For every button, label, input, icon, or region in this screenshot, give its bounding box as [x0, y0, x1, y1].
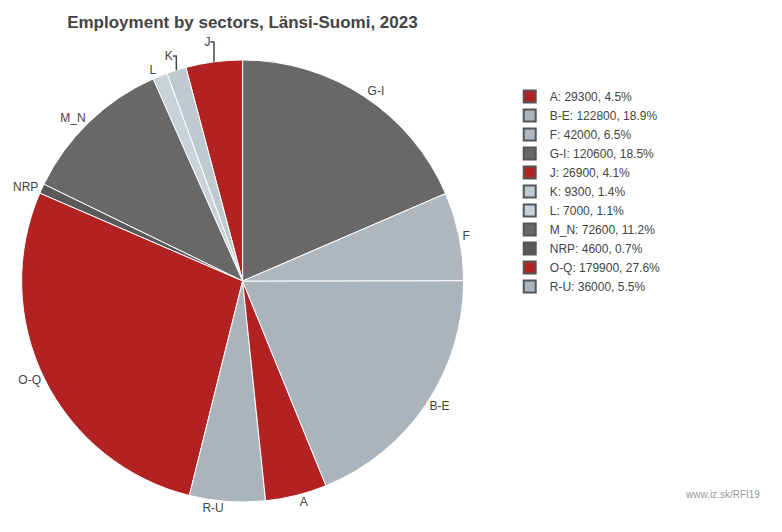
svg-text:R-U: R-U	[202, 501, 223, 515]
svg-text:B-E: 122800, 18.9%: B-E: 122800, 18.9%	[550, 109, 658, 123]
svg-text:M_N: M_N	[60, 111, 85, 125]
svg-text:G-I: G-I	[368, 84, 385, 98]
svg-text:Employment by sectors, Länsi-S: Employment by sectors, Länsi-Suomi, 2023	[67, 13, 418, 32]
svg-text:L: L	[149, 63, 156, 77]
svg-text:NRP: 4600, 0.7%: NRP: 4600, 0.7%	[550, 242, 643, 256]
svg-text:O-Q: 179900, 27.6%: O-Q: 179900, 27.6%	[550, 261, 660, 275]
svg-text:A: A	[300, 495, 308, 509]
svg-text:www.iz.sk/RFI19: www.iz.sk/RFI19	[685, 489, 760, 500]
svg-text:J: J	[204, 35, 210, 49]
svg-text:R-U: 36000, 5.5%: R-U: 36000, 5.5%	[550, 280, 646, 294]
svg-text:O-Q: O-Q	[18, 373, 41, 387]
svg-text:J: 26900, 4.1%: J: 26900, 4.1%	[550, 166, 630, 180]
svg-text:F: 42000, 6.5%: F: 42000, 6.5%	[550, 128, 632, 142]
svg-text:G-I: 120600, 18.5%: G-I: 120600, 18.5%	[550, 147, 654, 161]
svg-text:K: K	[165, 49, 173, 63]
svg-text:B-E: B-E	[430, 399, 450, 413]
svg-text:M_N: 72600, 11.2%: M_N: 72600, 11.2%	[550, 223, 656, 237]
svg-text:A: 29300, 4.5%: A: 29300, 4.5%	[550, 90, 632, 104]
svg-text:K: 9300, 1.4%: K: 9300, 1.4%	[550, 185, 626, 199]
svg-text:L: 7000, 1.1%: L: 7000, 1.1%	[550, 204, 624, 218]
svg-text:NRP: NRP	[13, 180, 38, 194]
svg-text:F: F	[463, 229, 470, 243]
